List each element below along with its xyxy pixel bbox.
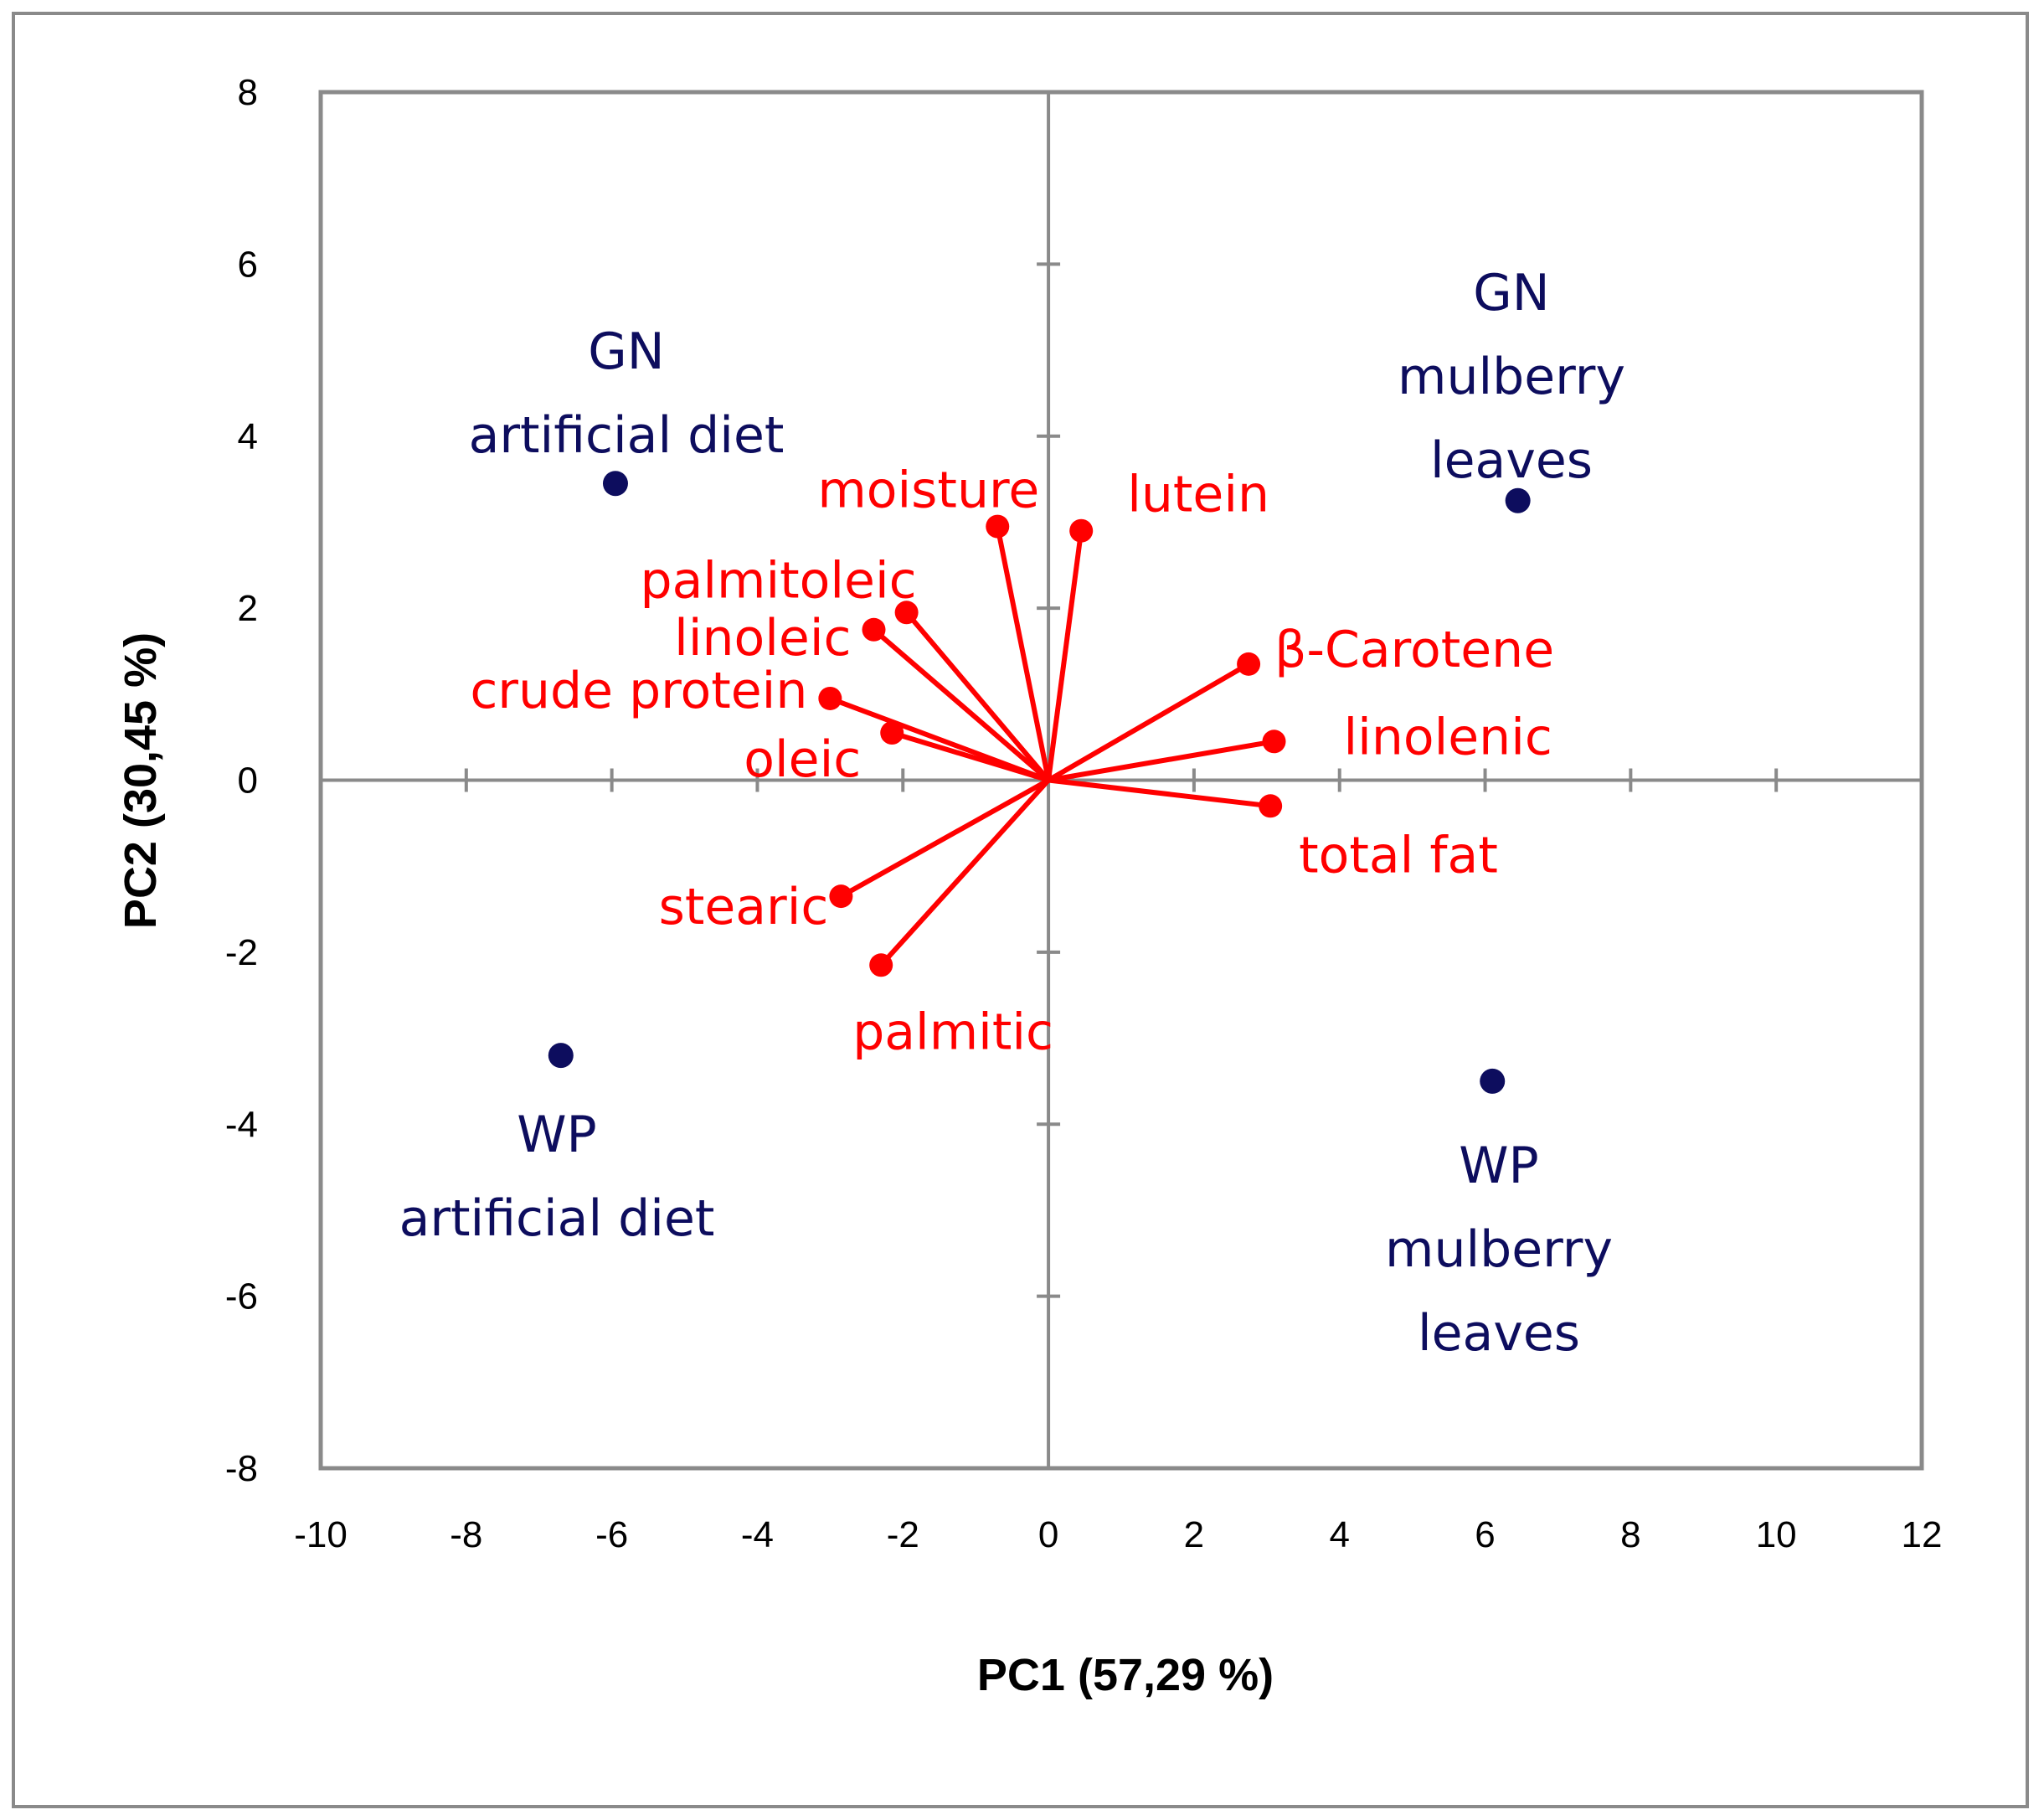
score-label: mulberry — [1385, 1220, 1613, 1279]
y-tick-label: -6 — [225, 1276, 258, 1317]
x-tick-label: 0 — [1038, 1514, 1058, 1555]
x-tick-label: 6 — [1475, 1514, 1495, 1555]
y-axis-title: PC2 (30,45 %) — [116, 632, 166, 929]
score-label: artificial diet — [469, 406, 785, 465]
x-tick-label: -8 — [450, 1514, 482, 1555]
x-tick-label: 12 — [1902, 1514, 1943, 1555]
loading-vector — [872, 627, 1051, 782]
x-tick-label: 10 — [1756, 1514, 1797, 1555]
loading-point — [818, 686, 842, 710]
x-tick-label: -6 — [595, 1514, 628, 1555]
score-label: artificial diet — [399, 1189, 715, 1248]
x-tick-label: -2 — [887, 1514, 919, 1555]
loading-point — [986, 514, 1010, 539]
data-points — [548, 471, 1531, 1094]
score-point — [602, 471, 628, 497]
score-label: leaves — [1418, 1304, 1580, 1363]
loading-label: lutein — [1127, 466, 1269, 524]
x-axis-title: PC1 (57,29 %) — [977, 1650, 1274, 1700]
score-point — [548, 1043, 574, 1069]
x-tick-label: -4 — [741, 1514, 774, 1555]
loading-vector — [891, 730, 1049, 783]
loading-label: β-Carotene — [1274, 621, 1554, 679]
x-tick-label: 4 — [1329, 1514, 1349, 1555]
loading-vector — [1048, 777, 1271, 809]
loading-vector — [878, 778, 1051, 967]
loading-vector — [995, 525, 1052, 781]
y-tick-label: -4 — [225, 1104, 258, 1145]
loading-label: oleic — [744, 730, 861, 789]
loading-label: moisture — [817, 461, 1039, 520]
loading-label: total fat — [1299, 826, 1498, 884]
loading-point — [869, 953, 893, 977]
loading-point — [829, 884, 853, 909]
loading-label: stearic — [659, 878, 829, 936]
y-tick-label: -2 — [225, 932, 258, 973]
loading-vector — [1048, 739, 1275, 783]
loading-point — [1259, 794, 1283, 818]
score-label: GN — [1473, 264, 1549, 322]
loading-vector — [1046, 530, 1084, 781]
loading-point — [894, 601, 919, 625]
score-point — [1505, 487, 1531, 513]
x-tick-label: 8 — [1620, 1514, 1640, 1555]
y-tick-label: 4 — [238, 416, 258, 457]
y-tick-label: 6 — [238, 244, 258, 285]
score-label: mulberry — [1398, 348, 1625, 406]
loading-point — [1262, 730, 1286, 754]
loading-vectors — [829, 525, 1275, 967]
loading-label: palmitoleic — [640, 551, 916, 610]
loading-label: linolenic — [1344, 708, 1552, 766]
y-tick-label: 0 — [238, 760, 258, 802]
loading-vector — [904, 611, 1051, 782]
loading-label: linoleic — [674, 609, 851, 668]
y-tick-label: 2 — [238, 588, 258, 629]
score-point — [1480, 1068, 1506, 1094]
score-label: leaves — [1430, 431, 1593, 490]
y-tick-label: -8 — [225, 1448, 258, 1489]
loading-vector — [839, 777, 1050, 899]
x-tick-label: -10 — [294, 1514, 348, 1555]
loading-point — [880, 721, 904, 745]
loading-point — [1237, 652, 1261, 676]
score-label: GN — [588, 322, 664, 381]
loading-point — [1069, 518, 1094, 543]
score-label: WP — [517, 1106, 597, 1164]
score-label: WP — [1459, 1137, 1539, 1195]
x-tick-label: 2 — [1184, 1514, 1204, 1555]
loading-label: crude protein — [470, 662, 807, 720]
loading-vector — [1047, 662, 1250, 783]
y-tick-label: 8 — [238, 72, 258, 113]
loading-label: palmitic — [852, 1003, 1053, 1061]
point-labels: GN artificial diet GN mulberry leaves WP artif… — [399, 264, 1625, 1363]
loading-point — [862, 617, 886, 642]
